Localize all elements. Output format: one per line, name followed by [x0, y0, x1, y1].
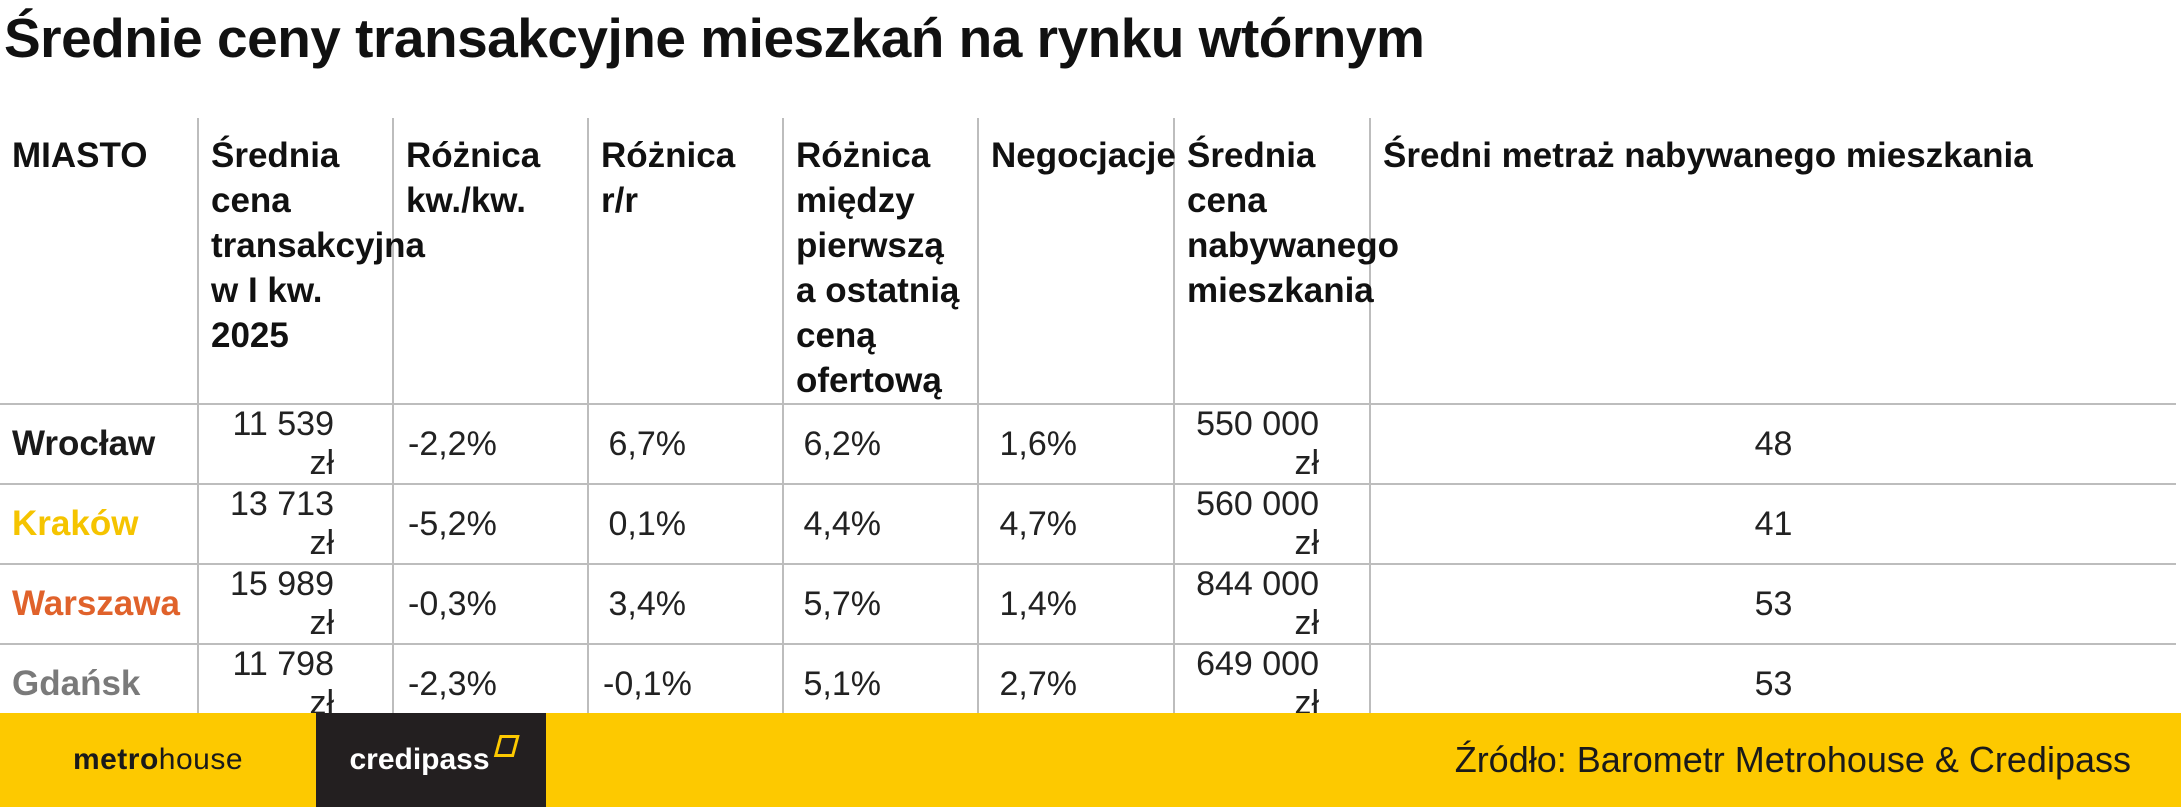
credipass-mark-icon — [493, 735, 520, 757]
cell-qoq: -2,3% — [392, 644, 588, 725]
cell-avg-price: 11 798 zł — [197, 644, 393, 725]
header-avg-flat-price: Średnia cena nabywanego mieszkania — [1173, 118, 1399, 405]
cell-offer-diff: 5,1% — [782, 644, 978, 725]
header-yoy: Różnica r/r — [587, 118, 783, 405]
header-offer-diff: Różnica między pierwszą a ostatnią ceną … — [782, 118, 978, 405]
price-table: MIASTO Średnia cena transakcyjna w I kw.… — [0, 118, 2176, 803]
cell-avg-price: 15 989 zł — [197, 564, 393, 645]
city-name: Wrocław — [0, 404, 198, 485]
cell-negotiation: 2,7% — [977, 644, 1174, 725]
cell-qoq: -2,2% — [392, 404, 588, 485]
metrohouse-logo-light: house — [158, 743, 244, 776]
table-row: Kraków 13 713 zł -5,2% 0,1% 4,4% 4,7% 560 000 … — [0, 484, 2176, 565]
page-title: Średnie ceny transakcyjne mieszkań na ry… — [4, 7, 1425, 69]
cell-avg-area: 41 — [1369, 484, 2176, 565]
cell-avg-area: 53 — [1369, 644, 2176, 725]
metrohouse-logo: metro house — [0, 713, 316, 807]
header-avg-price: Średnia cena transakcyjna w I kw. 2025 — [197, 118, 425, 405]
cell-avg-flat-price: 550 000 zł — [1173, 404, 1370, 485]
table-row: Wrocław 11 539 zł -2,2% 6,7% 6,2% 1,6% 550 000… — [0, 404, 2176, 485]
cell-avg-flat-price: 560 000 zł — [1173, 484, 1370, 565]
header-qoq: Różnica kw./kw. — [392, 118, 588, 405]
cell-yoy: 6,7% — [587, 404, 783, 485]
header-avg-area: Średni metraż nabywanego mieszkania — [1369, 118, 2176, 405]
cell-avg-price: 11 539 zł — [197, 404, 393, 485]
table-row: Warszawa 15 989 zł -0,3% 3,4% 5,7% 1,4% 844 00… — [0, 564, 2176, 645]
cell-avg-area: 48 — [1369, 404, 2176, 485]
cell-yoy: 3,4% — [587, 564, 783, 645]
credipass-logo: credipass — [316, 713, 546, 807]
metrohouse-logo-bold: metro — [72, 743, 159, 776]
cell-yoy: -0,1% — [587, 644, 783, 725]
cell-offer-diff: 6,2% — [782, 404, 978, 485]
city-name: Gdańsk — [0, 644, 198, 725]
cell-negotiation: 4,7% — [977, 484, 1174, 565]
cell-qoq: -5,2% — [392, 484, 588, 565]
cell-negotiation: 1,4% — [977, 564, 1174, 645]
city-name: Warszawa — [0, 564, 198, 645]
city-name: Kraków — [0, 484, 198, 565]
header-negotiation: Negocjacje — [977, 118, 1176, 405]
table-row: Gdańsk 11 798 zł -2,3% -0,1% 5,1% 2,7% 649 000… — [0, 644, 2176, 725]
cell-avg-flat-price: 649 000 zł — [1173, 644, 1370, 725]
footer-bar: metro house credipass Źródło: Barometr Me… — [0, 713, 2181, 807]
cell-qoq: -0,3% — [392, 564, 588, 645]
cell-avg-price: 13 713 zł — [197, 484, 393, 565]
source-note: Źródło: Barometr Metrohouse & Credipass — [1454, 739, 2131, 780]
header-city: MIASTO — [0, 118, 198, 405]
cell-offer-diff: 5,7% — [782, 564, 978, 645]
cell-avg-area: 53 — [1369, 564, 2176, 645]
header-row: MIASTO Średnia cena transakcyjna w I kw.… — [0, 118, 2176, 405]
cell-yoy: 0,1% — [587, 484, 783, 565]
credipass-logo-text: credipass — [349, 743, 490, 776]
cell-negotiation: 1,6% — [977, 404, 1174, 485]
cell-offer-diff: 4,4% — [782, 484, 978, 565]
cell-avg-flat-price: 844 000 zł — [1173, 564, 1370, 645]
